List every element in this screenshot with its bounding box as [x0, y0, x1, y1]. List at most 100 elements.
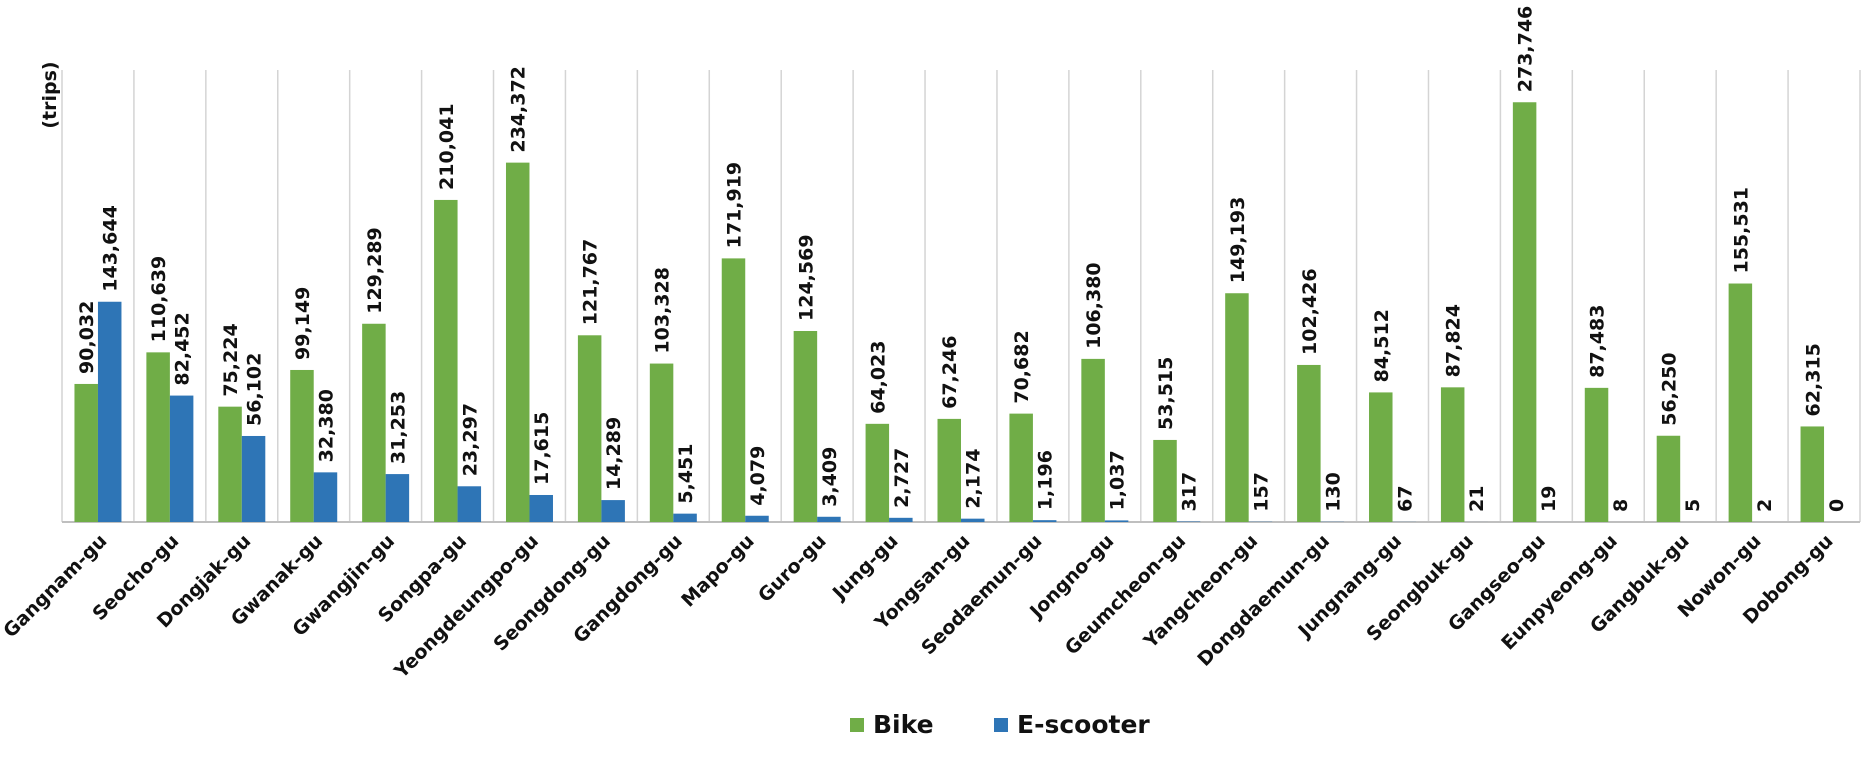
data-label-e-scooter-gangdong-gu: 5,451 [675, 444, 697, 504]
data-label-e-scooter-gwanak-gu: 32,380 [315, 389, 337, 462]
data-label-e-scooter-seocho-gu: 82,452 [172, 312, 194, 385]
data-label-e-scooter-nowon-gu: 2 [1754, 499, 1776, 512]
data-label-bike-gangdong-gu: 103,328 [652, 267, 674, 354]
bar-e-scooter-seodaemun-gu [1033, 520, 1057, 522]
data-label-e-scooter-gwangjin-gu: 31,253 [387, 391, 409, 464]
x-tick-label-yeongdeungpo-gu: Yeongdeungpo-gu [390, 530, 543, 683]
data-label-bike-seongbuk-gu: 87,824 [1443, 304, 1465, 377]
data-label-bike-jongno-gu: 106,380 [1083, 262, 1105, 349]
data-label-bike-eunpyeong-gu: 87,483 [1587, 305, 1609, 378]
data-label-bike-seongdong-gu: 121,767 [580, 239, 602, 326]
data-label-bike-guro-gu: 124,569 [795, 234, 817, 321]
bar-e-scooter-jung-gu [889, 518, 913, 522]
data-label-e-scooter-dongjak-gu: 56,102 [244, 353, 266, 426]
bar-e-scooter-seongdong-gu [601, 500, 625, 522]
data-label-bike-jung-gu: 64,023 [867, 341, 889, 414]
legend-swatch-e-scooter [994, 718, 1008, 732]
bar-bike-songpa-gu [434, 200, 458, 522]
bar-bike-yongsan-gu [938, 419, 962, 522]
bar-e-scooter-gangdong-gu [673, 514, 697, 522]
data-label-bike-dongdaemun-gu: 102,426 [1299, 268, 1321, 355]
data-label-bike-dongjak-gu: 75,224 [220, 323, 242, 396]
bar-bike-jung-gu [866, 424, 890, 522]
bar-bike-dongdaemun-gu [1297, 365, 1321, 522]
data-label-e-scooter-yeongdeungpo-gu: 17,615 [531, 412, 553, 485]
data-label-bike-gwangjin-gu: 129,289 [364, 227, 386, 314]
data-label-e-scooter-seongbuk-gu: 21 [1466, 486, 1488, 512]
x-axis-tick-labels: Gangnam-guSeocho-guDongjak-guGwanak-guGw… [0, 530, 1838, 683]
x-tick-label-guro-gu: Guro-gu [754, 530, 831, 607]
bar-e-scooter-dongjak-gu [242, 436, 265, 522]
data-label-bike-dobong-gu: 62,315 [1802, 343, 1824, 416]
legend: Bike E-scooter [850, 710, 1150, 739]
bar-bike-jongno-gu [1081, 359, 1105, 522]
bar-e-scooter-mapo-gu [745, 516, 769, 522]
data-label-e-scooter-jungnang-gu: 67 [1394, 485, 1416, 511]
bar-bike-mapo-gu [722, 258, 746, 522]
x-tick-label-jung-gu: Jung-gu [827, 530, 902, 605]
y-axis-unit-label: (trips) [39, 61, 61, 128]
bar-bike-dongjak-gu [218, 407, 242, 522]
data-label-e-scooter-gangnam-gu: 143,644 [100, 205, 122, 292]
bar-bike-yeongdeungpo-gu [506, 163, 529, 522]
data-label-bike-gangseo-gu: 273,746 [1515, 6, 1537, 93]
legend-label-e-scooter: E-scooter [1017, 710, 1150, 739]
bar-bike-geumcheon-gu [1153, 440, 1177, 522]
data-label-bike-seodaemun-gu: 70,682 [1011, 330, 1033, 403]
bar-e-scooter-guro-gu [817, 517, 841, 522]
data-label-e-scooter-songpa-gu: 23,297 [459, 403, 481, 476]
data-label-e-scooter-seongdong-gu: 14,289 [603, 417, 625, 490]
data-label-e-scooter-yangcheon-gu: 157 [1250, 472, 1272, 512]
data-label-e-scooter-gangbuk-gu: 5 [1682, 499, 1704, 512]
bar-e-scooter-yeongdeungpo-gu [529, 495, 553, 522]
data-label-e-scooter-guro-gu: 3,409 [819, 447, 841, 507]
bar-bike-gangseo-gu [1513, 102, 1537, 522]
x-tick-label-gangnam-gu: Gangnam-gu [0, 530, 111, 642]
bar-bike-seongbuk-gu [1441, 387, 1465, 522]
bar-bike-guro-gu [794, 331, 818, 522]
bar-bike-gangbuk-gu [1657, 436, 1681, 522]
bar-e-scooter-seocho-gu [170, 396, 194, 522]
data-label-bike-yongsan-gu: 67,246 [939, 336, 961, 409]
data-label-bike-yangcheon-gu: 149,193 [1227, 197, 1249, 284]
data-label-e-scooter-geumcheon-gu: 317 [1179, 472, 1201, 512]
x-tick-label-dongdaemun-gu: Dongdaemun-gu [1193, 530, 1334, 671]
data-label-bike-gwanak-gu: 99,149 [292, 287, 314, 360]
bar-bike-nowon-gu [1729, 284, 1753, 522]
bar-e-scooter-jongno-gu [1105, 520, 1129, 522]
bar-bike-gwanak-gu [290, 370, 314, 522]
data-label-e-scooter-seodaemun-gu: 1,196 [1035, 450, 1057, 510]
bar-bike-eunpyeong-gu [1585, 388, 1609, 522]
bar-bike-seongdong-gu [578, 335, 602, 522]
data-label-bike-seocho-gu: 110,639 [148, 256, 170, 343]
x-tick-label-seodaemun-gu: Seodaemun-gu [917, 530, 1046, 659]
bar-bike-jungnang-gu [1369, 392, 1393, 522]
bar-e-scooter-yongsan-gu [961, 519, 985, 522]
bar-e-scooter-gangnam-gu [98, 302, 122, 522]
bar-e-scooter-gwangjin-gu [386, 474, 410, 522]
data-label-bike-mapo-gu: 171,919 [723, 162, 745, 249]
legend-label-bike: Bike [873, 710, 934, 739]
data-label-e-scooter-yongsan-gu: 2,174 [963, 449, 985, 509]
data-label-bike-yeongdeungpo-gu: 234,372 [508, 66, 530, 153]
data-label-bike-songpa-gu: 210,041 [436, 103, 458, 190]
data-label-e-scooter-mapo-gu: 4,079 [747, 446, 769, 506]
data-label-e-scooter-dongdaemun-gu: 130 [1322, 472, 1344, 512]
data-label-e-scooter-dobong-gu: 0 [1826, 499, 1848, 512]
data-label-bike-geumcheon-gu: 53,515 [1155, 357, 1177, 430]
bar-bike-yangcheon-gu [1225, 293, 1249, 522]
bar-e-scooter-songpa-gu [458, 486, 482, 522]
data-label-e-scooter-jung-gu: 2,727 [891, 448, 913, 508]
data-label-bike-jungnang-gu: 84,512 [1371, 309, 1393, 382]
bar-bike-gangdong-gu [650, 364, 674, 522]
legend-swatch-bike [850, 718, 864, 732]
bar-bike-dobong-gu [1801, 426, 1825, 522]
bar-bike-seocho-gu [146, 352, 170, 522]
data-label-e-scooter-eunpyeong-gu: 8 [1610, 499, 1632, 512]
data-label-bike-gangbuk-gu: 56,250 [1658, 352, 1680, 425]
data-label-bike-gangnam-gu: 90,032 [76, 301, 98, 374]
bar-bike-gwangjin-gu [362, 324, 386, 522]
